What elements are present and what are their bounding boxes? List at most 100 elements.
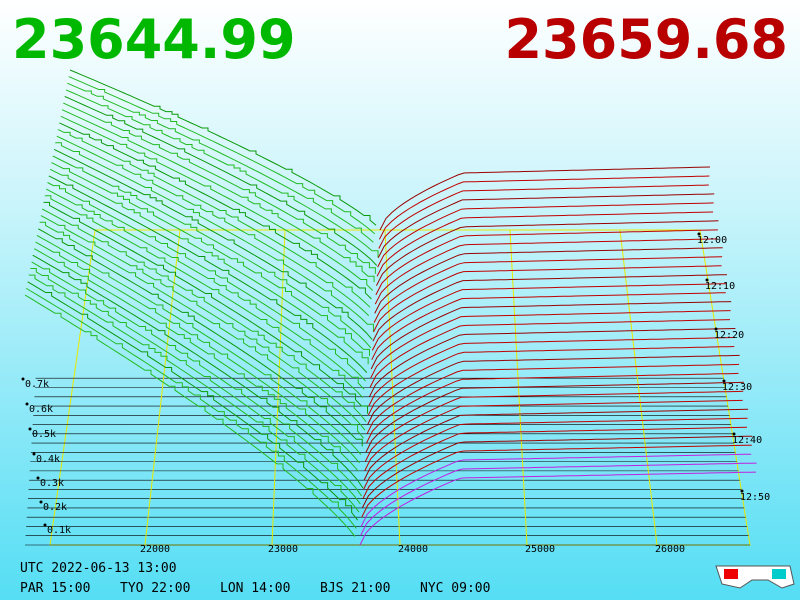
bid-line	[65, 89, 379, 258]
time-label: 12:40	[732, 435, 762, 446]
city-time: NYC 09:00	[420, 581, 490, 596]
volume-label: 0.3k	[40, 478, 64, 489]
ask-line	[371, 283, 727, 351]
bid-line	[49, 168, 369, 365]
bid-line	[34, 248, 359, 472]
bid-line	[69, 69, 377, 226]
ask-line	[362, 426, 747, 499]
bid-line	[44, 195, 364, 398]
bid-line	[28, 274, 360, 513]
ask-line	[361, 444, 752, 518]
tick-dot	[39, 500, 43, 504]
city-time: TYO 22:00	[120, 581, 190, 596]
tick-dot	[43, 523, 47, 527]
bid-line	[24, 294, 356, 537]
bid-line	[60, 115, 374, 291]
ask-price: 23659.68	[504, 8, 788, 71]
price-label: 22000	[140, 544, 170, 555]
time-label: 12:10	[705, 281, 735, 292]
utc-time: UTC 2022-06-13 13:00	[20, 561, 177, 576]
ask-line	[374, 238, 718, 305]
ask-line	[377, 202, 714, 268]
bid-line	[43, 201, 369, 414]
ask-line	[364, 390, 744, 462]
time-label: 12:20	[714, 330, 744, 341]
tick-dot	[722, 379, 726, 383]
time-label: 12:00	[697, 235, 727, 246]
bid-line	[67, 82, 374, 243]
ask-line	[371, 292, 726, 360]
ask-line	[359, 471, 757, 546]
ask-line	[376, 220, 719, 286]
ask-line	[375, 229, 718, 296]
bid-line	[31, 261, 363, 497]
ask-line	[379, 166, 711, 231]
tick-dot	[21, 377, 25, 381]
time-label: 12:50	[740, 492, 770, 503]
price-grid-line	[619, 229, 658, 546]
bid-line	[30, 268, 361, 505]
bid-line	[36, 234, 362, 455]
bid-line	[35, 241, 360, 464]
price-label: 23000	[268, 544, 298, 555]
tick-dot	[36, 476, 40, 480]
ask-line	[367, 354, 740, 425]
axis-labels: 22000 23000 24000 25000 26000 0.7k 0.6k 0.5k 0.4…	[21, 232, 770, 555]
ask-line	[363, 408, 749, 481]
tick-dot	[25, 402, 29, 406]
bid-line	[37, 228, 363, 447]
ask-line	[368, 328, 736, 398]
ask-line	[378, 175, 710, 240]
bid-line	[53, 148, 373, 340]
bid-line	[54, 142, 374, 332]
tick-dot	[714, 327, 718, 331]
tick-dot	[732, 432, 736, 436]
volume-label: 0.7k	[25, 379, 49, 390]
ask-line	[370, 301, 732, 370]
volume-label: 0.6k	[29, 404, 53, 415]
bid-line	[39, 221, 364, 439]
bid-line	[32, 254, 364, 489]
ask-line	[377, 193, 715, 259]
tick-dot	[740, 489, 744, 493]
city-time: PAR 15:00	[20, 581, 90, 596]
price-label: 25000	[525, 544, 555, 555]
bid-price: 23644.99	[12, 8, 296, 71]
bid-line	[48, 175, 368, 373]
ask-line	[366, 372, 739, 444]
ask-line	[360, 462, 757, 536]
bid-line	[57, 129, 371, 308]
bid-line	[52, 155, 372, 349]
ask-line	[364, 399, 743, 472]
ask-line	[363, 417, 748, 490]
price-label: 26000	[655, 544, 685, 555]
tick-dot	[697, 232, 701, 236]
ask-line	[374, 247, 723, 314]
ask-line	[368, 337, 735, 407]
ask-line	[372, 274, 727, 342]
depth-lines	[24, 69, 757, 546]
ask-line	[361, 435, 753, 509]
ask-line	[367, 346, 735, 416]
tick-dot	[28, 427, 32, 431]
price-label: 24000	[398, 544, 428, 555]
bid-line	[64, 96, 378, 266]
bid-line	[51, 162, 370, 356]
city-time: BJS 21:00	[320, 581, 390, 596]
bid-line	[68, 76, 376, 235]
price-grid-line	[271, 229, 286, 546]
tick-dot	[32, 452, 36, 456]
time-label: 12:30	[722, 382, 752, 393]
ask-line	[369, 319, 731, 388]
volume-label: 0.5k	[32, 429, 56, 440]
bid-line	[40, 215, 366, 431]
tick-dot	[705, 278, 709, 282]
bid-line	[45, 188, 365, 390]
ask-line	[376, 211, 714, 277]
bid-line	[47, 182, 366, 382]
ask-line	[373, 265, 722, 333]
bid-line	[59, 122, 372, 300]
